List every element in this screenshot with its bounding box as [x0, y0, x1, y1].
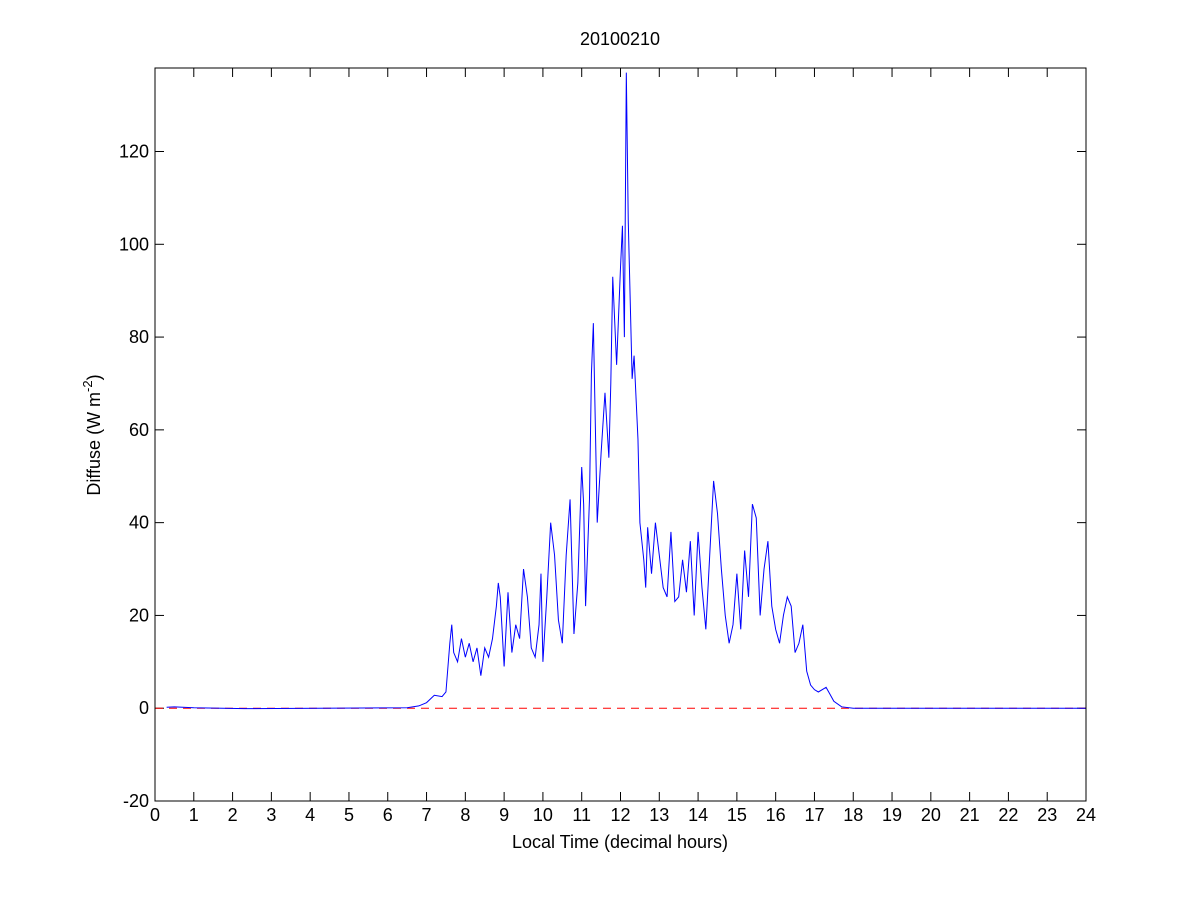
y-axis-label-superscript: -2: [80, 380, 95, 392]
x-tick-label: 4: [305, 805, 315, 825]
x-tick-label: 17: [804, 805, 824, 825]
x-tick-label: 16: [766, 805, 786, 825]
x-tick-label: 14: [688, 805, 708, 825]
y-tick-label: 100: [119, 234, 149, 254]
plot-area: [155, 68, 1086, 801]
y-axis-label: Diffuse (W m-2): [80, 374, 104, 495]
y-tick-label: 0: [139, 698, 149, 718]
x-tick-label: 12: [610, 805, 630, 825]
x-tick-label: 2: [228, 805, 238, 825]
y-tick-label: 60: [129, 420, 149, 440]
x-tick-label: 9: [499, 805, 509, 825]
x-tick-label: 5: [344, 805, 354, 825]
x-tick-label: 8: [460, 805, 470, 825]
y-axis-label-suffix: ): [84, 374, 104, 380]
y-tick-label: 120: [119, 142, 149, 162]
chart-title: 20100210: [580, 29, 660, 49]
x-tick-label: 3: [266, 805, 276, 825]
plot-frame: [154, 67, 1087, 802]
x-tick-label: 21: [960, 805, 980, 825]
y-tick-label: 20: [129, 605, 149, 625]
x-tick-label: 15: [727, 805, 747, 825]
x-tick-label: 20: [921, 805, 941, 825]
x-tick-label: 1: [189, 805, 199, 825]
x-tick-label: 13: [649, 805, 669, 825]
x-tick-label: 0: [150, 805, 160, 825]
y-tick-label: 40: [129, 513, 149, 533]
x-tick-label: 22: [998, 805, 1018, 825]
x-tick-label: 6: [383, 805, 393, 825]
x-tick-label: 23: [1037, 805, 1057, 825]
x-axis-label: Local Time (decimal hours): [512, 832, 728, 852]
y-tick-label: 80: [129, 327, 149, 347]
y-axis-label-text: Diffuse (W m: [84, 392, 104, 496]
x-tick-label: 7: [422, 805, 432, 825]
data-line: [166, 72, 1086, 710]
x-tick-label: 18: [843, 805, 863, 825]
x-tick-label: 10: [533, 805, 553, 825]
x-tick-label: 19: [882, 805, 902, 825]
x-tick-label: 24: [1076, 805, 1096, 825]
y-tick-label: -20: [123, 791, 149, 811]
x-tick-label: 11: [572, 805, 591, 825]
